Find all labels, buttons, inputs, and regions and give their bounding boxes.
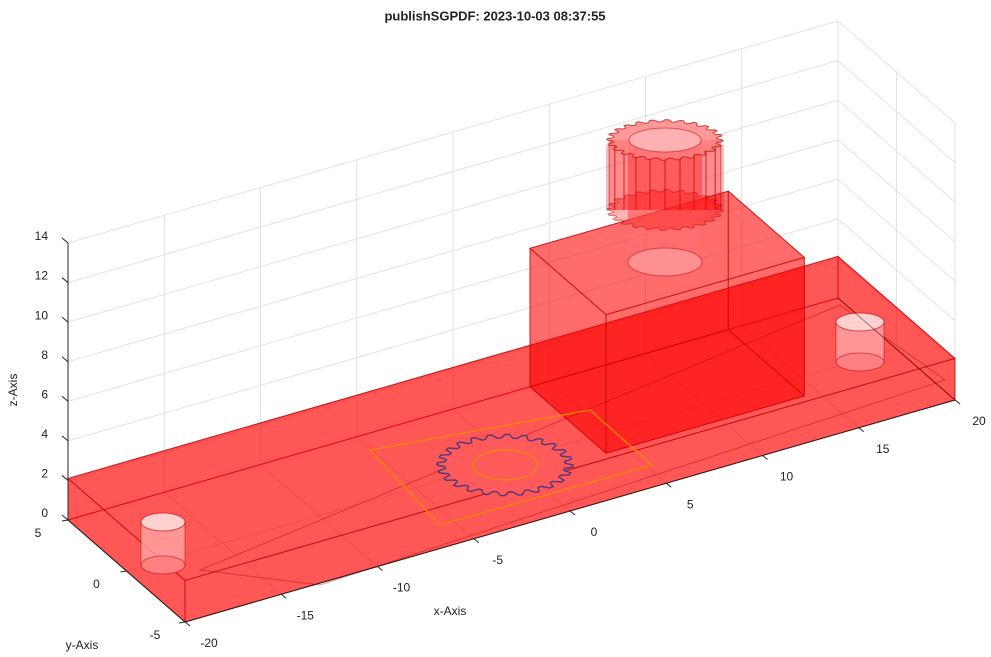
flat-gear: [437, 434, 573, 495]
z-tick-label: 14: [35, 229, 49, 243]
x-tick: [474, 539, 479, 543]
y-tick: [62, 520, 68, 521]
x-tick: [185, 622, 190, 626]
x-tick-label: -5: [492, 553, 503, 567]
hole-bottom: [836, 353, 884, 371]
z-tick-label: 12: [35, 269, 49, 283]
x-tick-label: 0: [591, 525, 598, 539]
z-tick: [62, 357, 68, 362]
gear-shaft-bottom: [628, 248, 702, 276]
z-tick: [62, 515, 68, 520]
z-tick-label: 4: [41, 427, 48, 441]
hole-top: [141, 513, 185, 531]
z-tick-label: 2: [41, 467, 48, 481]
z-tick: [62, 238, 68, 243]
z-axis-label: z-Axis: [6, 374, 20, 407]
gear-bore: [629, 128, 701, 152]
chart: -20 -15 -10 -5 0 5 10 15 20 -5 0 5 0 2 4 6 8 10 12 14 publi…: [0, 0, 991, 657]
x-tick-label: 5: [687, 497, 694, 511]
z-tick: [62, 436, 68, 441]
x-tick: [859, 428, 864, 432]
x-tick: [763, 456, 768, 460]
x-tick: [281, 594, 286, 598]
x-tick-label: -15: [297, 608, 315, 622]
page: {"chart_data": {"type": "solid3d", "titl…: [0, 0, 991, 657]
y-tick: [121, 571, 127, 572]
z-tick-label: 8: [41, 348, 48, 362]
chart-title: publishSGPDF: 2023-10-03 08:37:55: [384, 8, 605, 23]
z-tick: [62, 278, 68, 283]
x-tick-label: -10: [393, 581, 411, 595]
y-tick-label: -5: [150, 628, 161, 642]
x-tick: [666, 483, 671, 487]
x-tick: [570, 511, 575, 515]
x-tick-label: 20: [972, 414, 986, 428]
z-tick-label: 6: [41, 387, 48, 401]
z-tick: [62, 317, 68, 322]
z-tick-label: 0: [41, 506, 48, 520]
x-tick-label: 15: [876, 442, 890, 456]
hole-top: [836, 313, 884, 331]
z-tick: [62, 475, 68, 480]
z-tick-label: 10: [35, 308, 49, 322]
hole-bottom: [141, 556, 185, 574]
x-tick-label: 10: [780, 470, 794, 484]
y-axis-label: y-Axis: [66, 638, 99, 652]
y-tick: [179, 622, 185, 623]
y-tick-label: 5: [35, 526, 42, 540]
y-tick-label: 0: [93, 577, 100, 591]
x-tick: [378, 567, 383, 571]
gear-bottom: [607, 190, 723, 231]
grid-line: [68, 61, 955, 283]
grid-line: [68, 21, 955, 243]
solids: [68, 120, 955, 622]
x-axis-label: x-Axis: [434, 604, 467, 618]
x-tick-label: -20: [200, 636, 218, 650]
x-tick: [955, 400, 960, 404]
z-tick: [62, 396, 68, 401]
